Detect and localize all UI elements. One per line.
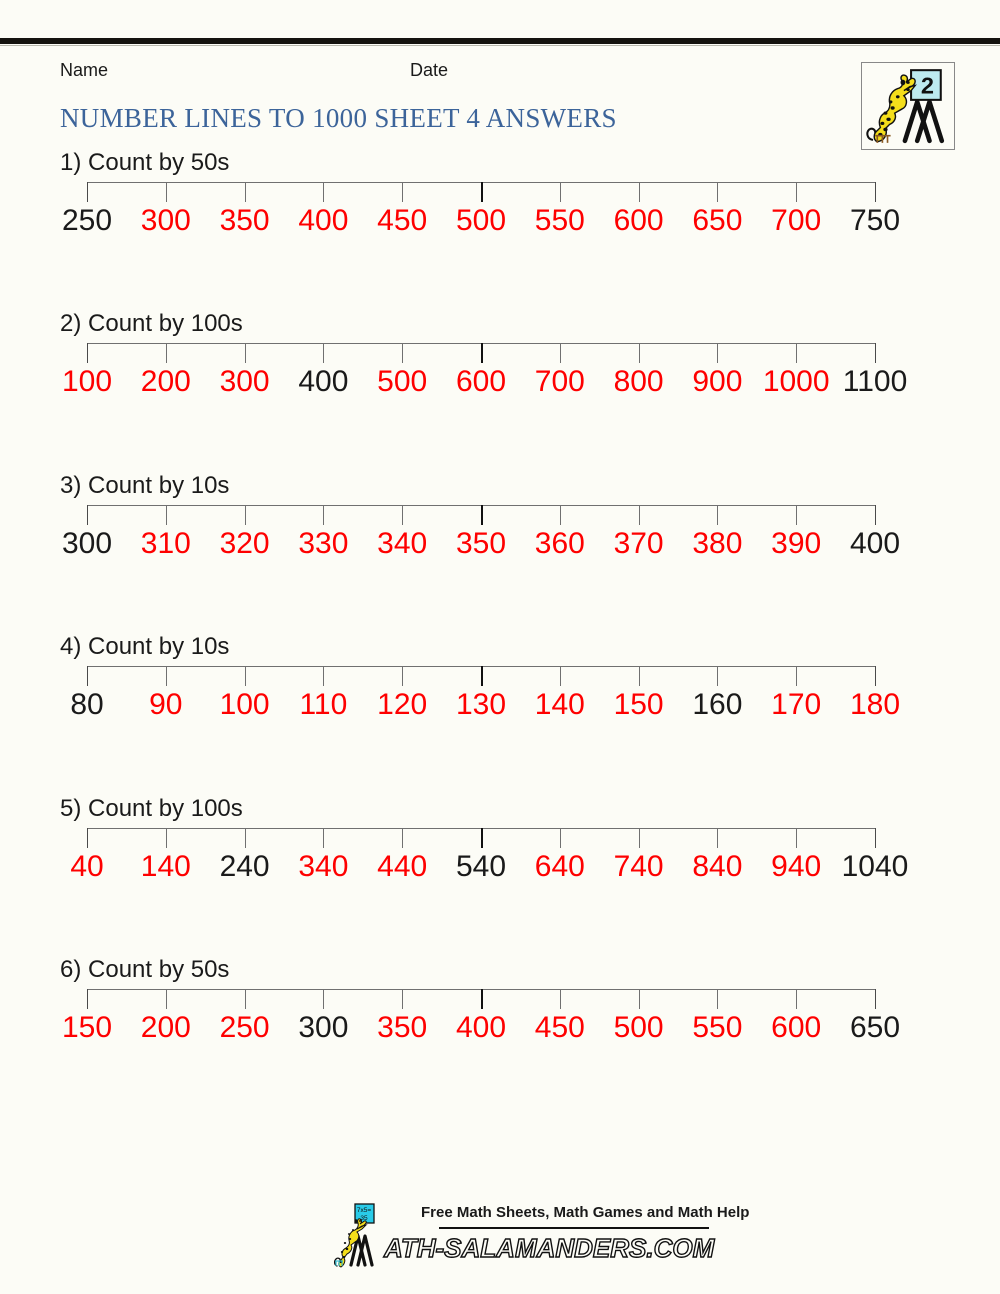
svg-text:7x5=: 7x5=	[357, 1207, 371, 1214]
svg-text:2: 2	[921, 73, 934, 99]
